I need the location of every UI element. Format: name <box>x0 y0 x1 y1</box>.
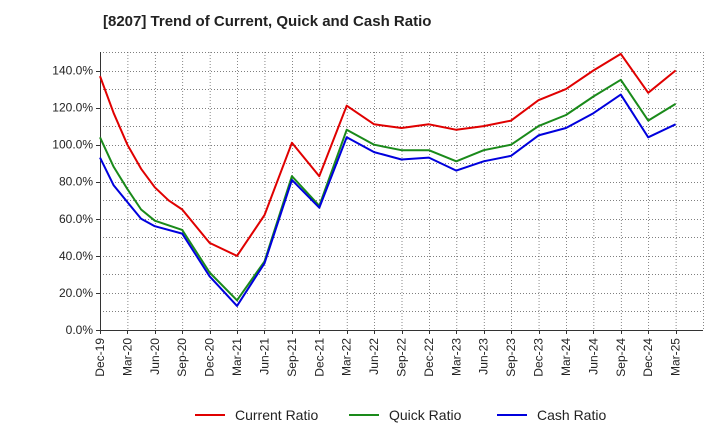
x-tick-label: Jun-24 <box>586 338 600 375</box>
x-tick-label: Mar-21 <box>230 338 244 376</box>
chart-title: [8207] Trend of Current, Quick and Cash … <box>103 13 432 30</box>
x-tick-label: Dec-24 <box>641 338 655 377</box>
x-tick-label: Jun-23 <box>477 338 491 375</box>
x-tick-label: Mar-22 <box>340 338 354 376</box>
x-tick-label: Sep-22 <box>395 338 409 377</box>
legend-label: Cash Ratio <box>537 407 606 423</box>
series-line-cash-ratio <box>99 93 677 307</box>
y-tick-label: 120.0% <box>52 101 93 115</box>
y-tick-label: 80.0% <box>59 175 93 189</box>
x-tick-label: Mar-24 <box>559 338 573 376</box>
x-tick-label: Dec-19 <box>93 338 107 377</box>
x-tick-label: Jun-20 <box>148 338 162 375</box>
x-tick-label: Jun-21 <box>257 338 271 375</box>
y-tick-label: 0.0% <box>66 323 94 337</box>
y-tick-label: 100.0% <box>52 138 93 152</box>
legend-label: Current Ratio <box>235 407 318 423</box>
x-tick-label: Mar-20 <box>120 338 134 376</box>
x-tick-label: Dec-20 <box>203 338 217 377</box>
y-tick-label: 60.0% <box>59 212 93 226</box>
y-tick-label: 20.0% <box>59 286 93 300</box>
x-tick-label: Dec-22 <box>422 338 436 377</box>
y-tick-label: 140.0% <box>52 64 93 78</box>
series-line-current-ratio <box>99 52 677 257</box>
y-tick-label: 40.0% <box>59 249 93 263</box>
x-tick-label: Sep-21 <box>285 338 299 377</box>
x-tick-label: Dec-23 <box>532 338 546 377</box>
series-line-quick-ratio <box>99 78 677 302</box>
x-tick-label: Sep-20 <box>175 338 189 377</box>
x-tick-label: Mar-23 <box>449 338 463 376</box>
x-tick-label: Sep-24 <box>614 338 628 377</box>
x-tick-label: Sep-23 <box>504 338 518 377</box>
x-tick-label: Mar-25 <box>669 338 683 376</box>
x-tick-label: Jun-22 <box>367 338 381 375</box>
legend-label: Quick Ratio <box>389 407 462 423</box>
x-tick-label: Dec-21 <box>312 338 326 377</box>
